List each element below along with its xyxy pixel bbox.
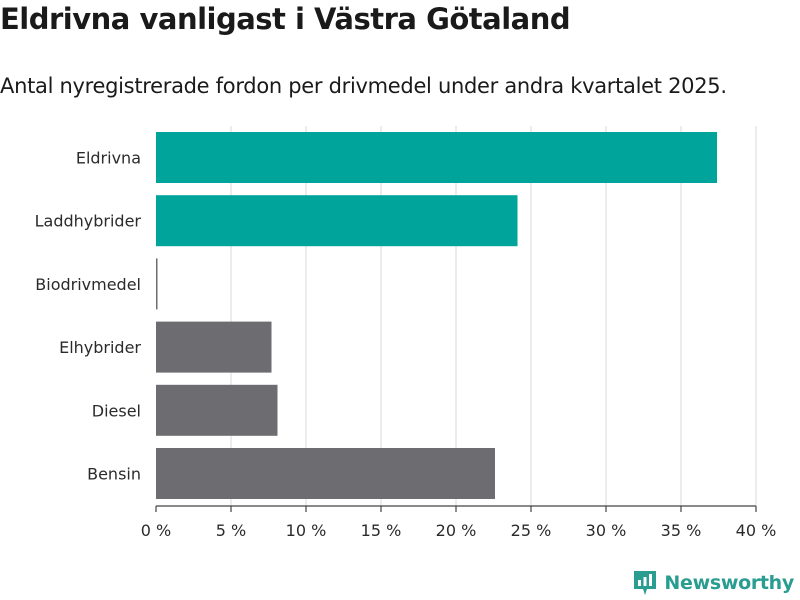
bar (156, 384, 278, 436)
x-tick-label: 30 % (586, 521, 627, 540)
x-tick-label: 20 % (436, 521, 477, 540)
brand-name: Newsworthy (664, 572, 794, 594)
bar (156, 132, 717, 183)
bar-chart: Eldrivna Laddhybrider Biodrivmedel Elhybrid… (35, 126, 777, 540)
x-tick-label: 0 % (141, 521, 171, 540)
bar (156, 448, 495, 499)
chart-title: Eldrivna vanligast i Västra Götaland (0, 2, 571, 36)
newsworthy-logo-icon (634, 571, 657, 595)
chart-subtitle: Antal nyregistrerade fordon per drivmede… (0, 74, 727, 98)
category-label: Biodrivmedel (35, 275, 141, 294)
category-label: Bensin (87, 465, 141, 484)
x-tick-label: 40 % (736, 521, 777, 540)
newsworthy-logo: Newsworthy (632, 569, 794, 597)
x-tick-label: 10 % (286, 521, 327, 540)
x-tick-label: 35 % (661, 521, 702, 540)
category-label: Eldrivna (76, 149, 141, 168)
x-tick-label: 25 % (511, 521, 552, 540)
bar (156, 321, 272, 373)
x-tick-label: 15 % (361, 521, 402, 540)
category-label: Laddhybrider (35, 212, 142, 231)
bar (156, 195, 518, 247)
category-label: Elhybrider (59, 338, 141, 357)
bar (156, 258, 158, 310)
category-label: Diesel (92, 401, 141, 420)
x-tick-label: 5 % (216, 521, 246, 540)
